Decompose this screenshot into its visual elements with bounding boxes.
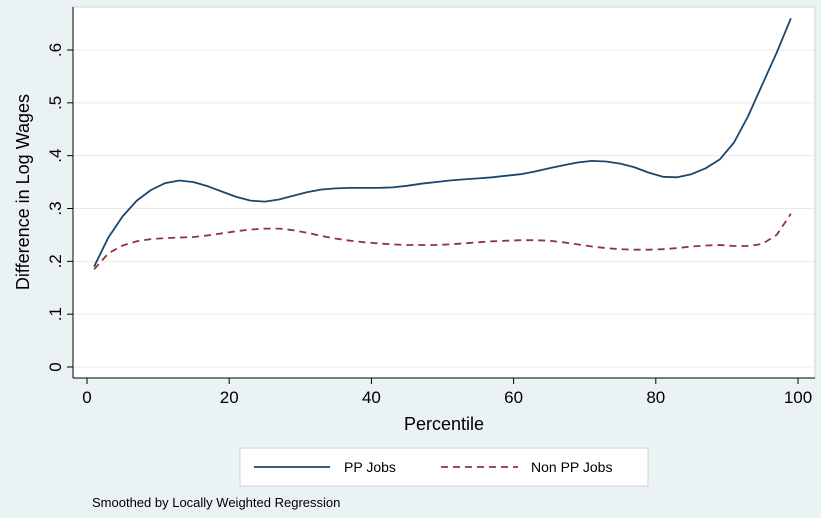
legend: PP Jobs Non PP Jobs <box>239 447 649 487</box>
series-line-pp-jobs <box>93 17 792 267</box>
series-line-non-pp-jobs <box>93 213 792 270</box>
series-lines <box>93 17 792 270</box>
x-tick-label: 60 <box>504 388 523 407</box>
y-tick-label: .4 <box>46 149 65 163</box>
plot-area <box>72 6 816 379</box>
y-tick-label: .2 <box>46 254 65 268</box>
x-tick-label: 80 <box>646 388 665 407</box>
y-tick-label: .6 <box>46 43 65 57</box>
y-ticks: 0 .1 .2 .3 .4 .5 .6 <box>46 43 73 372</box>
x-tick-label: 0 <box>82 388 91 407</box>
chart-note: Smoothed by Locally Weighted Regression <box>92 495 341 510</box>
x-ticks: 0 20 40 60 80 100 <box>82 378 812 407</box>
x-tick-label: 20 <box>220 388 239 407</box>
grid-lines <box>73 49 815 368</box>
x-axis-title: Percentile <box>404 414 484 434</box>
x-tick-label: 40 <box>362 388 381 407</box>
x-tick-label: 100 <box>784 388 812 407</box>
legend-label-pp-jobs: PP Jobs <box>344 459 396 475</box>
y-tick-label: 0 <box>46 362 65 371</box>
y-tick-label: .1 <box>46 307 65 321</box>
y-tick-label: .5 <box>46 96 65 110</box>
legend-label-non-pp-jobs: Non PP Jobs <box>531 459 612 475</box>
y-axis-title: Difference in Log Wages <box>13 94 33 290</box>
y-tick-label: .3 <box>46 201 65 215</box>
